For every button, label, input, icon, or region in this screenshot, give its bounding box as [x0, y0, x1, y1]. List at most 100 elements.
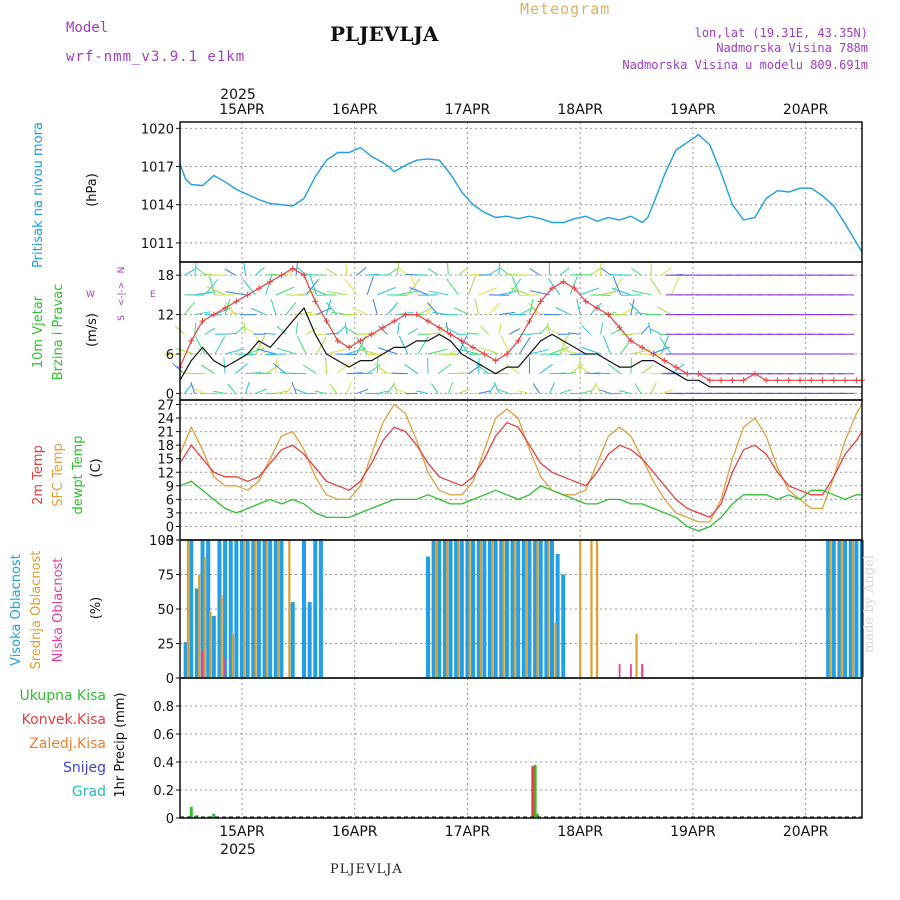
- high-cloud-bar: [273, 540, 278, 677]
- high-cloud-bar: [465, 540, 470, 677]
- precip-unit: 1hr Precip (mm): [113, 692, 128, 797]
- high-cloud-bar: [504, 540, 509, 677]
- wind-arrow: [559, 372, 576, 375]
- wind-arrow: [295, 322, 299, 335]
- high-cloud-bar: [848, 540, 853, 677]
- wind-arrow: [581, 325, 591, 335]
- wind-arrow: [202, 273, 215, 276]
- gust-marker: [718, 377, 725, 384]
- wind-arrow: [448, 347, 468, 355]
- wind-arrow: [528, 298, 534, 315]
- day-label-top: 18APR: [557, 102, 603, 118]
- wind-label-b: Brzina i Pravac: [51, 284, 66, 381]
- wind-arrow: [671, 276, 680, 296]
- y-tick-label: 12: [157, 466, 174, 481]
- wind-arrow: [458, 267, 469, 276]
- wind-arrow: [206, 286, 226, 296]
- high-cloud-bar: [454, 540, 459, 677]
- wind-arrow: [648, 322, 652, 335]
- wind-arrow: [447, 328, 459, 335]
- gust-marker: [605, 311, 612, 318]
- wind-arrow: [326, 348, 347, 355]
- wind-arrow: [611, 287, 632, 296]
- mid-cloud-bar: [276, 540, 280, 677]
- year-bottom: 2025: [220, 842, 256, 858]
- high-cloud-bar: [476, 540, 481, 677]
- wind-arrow: [466, 332, 479, 335]
- wind-arrow: [291, 381, 297, 394]
- wind-arrow: [256, 348, 276, 355]
- y-tick-label: 0: [166, 520, 174, 535]
- y-tick-label: 18: [157, 439, 174, 454]
- wind-arrow: [608, 273, 621, 276]
- y-tick-label: 1011: [141, 237, 174, 252]
- mid-cloud-bar: [635, 633, 638, 677]
- wind-arrow: [201, 364, 216, 375]
- gust-marker: [819, 377, 826, 384]
- wind-arrow: [193, 388, 205, 394]
- station-title: PLJEVLJA: [330, 22, 439, 46]
- y-tick-label: 6: [166, 493, 174, 508]
- mid-cloud-bar: [209, 611, 212, 677]
- high-cloud-bar: [183, 642, 188, 677]
- gust-marker: [368, 331, 375, 338]
- wind-arrow: [447, 263, 449, 276]
- wind-arrow: [345, 263, 348, 276]
- day-label-top: 20APR: [783, 102, 829, 118]
- mid-cloud-bar: [468, 540, 471, 677]
- wind-arrow: [285, 383, 294, 394]
- wind-arrow: [208, 275, 216, 295]
- high-cloud-bar: [561, 574, 566, 677]
- precip-legend-item: Snijeg: [63, 760, 106, 776]
- wind-arrow: [500, 335, 510, 355]
- wind-arrow: [377, 286, 396, 296]
- wind-arrow: [529, 349, 550, 355]
- gust-marker: [447, 331, 454, 338]
- wind-arrow: [576, 364, 591, 375]
- wind-arrow: [184, 301, 195, 315]
- wind-arrow: [498, 263, 501, 276]
- wind-speed-line: [179, 306, 862, 388]
- wind-arrow: [560, 349, 581, 355]
- high-cloud-bar: [189, 540, 194, 677]
- wind-arrow: [405, 273, 418, 276]
- pressure-label: Pritisak na nivou mora: [31, 122, 46, 268]
- high-cloud-bar: [307, 602, 312, 677]
- wind-arrow: [448, 372, 465, 375]
- y-tick-label: 0.2: [153, 784, 174, 799]
- wind-arrow: [407, 327, 419, 335]
- wind-arrow: [302, 364, 317, 375]
- wind-arrow: [367, 353, 388, 356]
- watermark: made by Angel: [862, 555, 877, 653]
- gust-marker: [278, 272, 285, 279]
- wind-arrow: [518, 336, 531, 355]
- wind-arrow: [397, 263, 399, 276]
- wind-arrow: [640, 325, 650, 335]
- wind-arrow: [329, 383, 338, 394]
- gust-marker: [616, 324, 623, 331]
- gust-marker: [639, 344, 646, 351]
- wind-arrow: [630, 298, 635, 315]
- wind-arrow: [532, 383, 541, 394]
- wind-arrow: [539, 363, 553, 375]
- gust-marker: [425, 318, 431, 325]
- high-cloud-bar: [854, 540, 859, 677]
- wind-arrow: [326, 268, 337, 276]
- footer-station: PLJEVLJA: [330, 862, 403, 877]
- gust-marker: [458, 337, 465, 344]
- wind-arrow: [498, 290, 519, 296]
- wind-arrow: [650, 382, 657, 394]
- wind-arrow: [479, 347, 500, 355]
- gust-marker: [346, 344, 353, 351]
- mid-cloud-bar: [851, 540, 855, 677]
- wind-arrow: [372, 298, 378, 315]
- wind-arrow: [285, 301, 297, 315]
- wind-arrow: [294, 388, 307, 394]
- wind-arrow: [488, 268, 500, 276]
- low-cloud-bar: [224, 657, 226, 677]
- wind-arrow: [336, 363, 350, 375]
- y-tick-label: 21: [157, 426, 174, 441]
- wind-arrow: [255, 388, 267, 394]
- y-tick-label: -3: [161, 534, 174, 549]
- mid-cloud-bar: [186, 540, 189, 677]
